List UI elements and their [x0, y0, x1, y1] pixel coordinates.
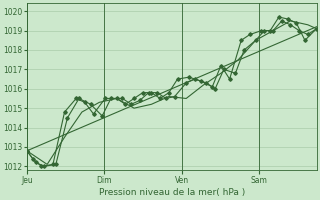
X-axis label: Pression niveau de la mer( hPa ): Pression niveau de la mer( hPa ) — [99, 188, 245, 197]
